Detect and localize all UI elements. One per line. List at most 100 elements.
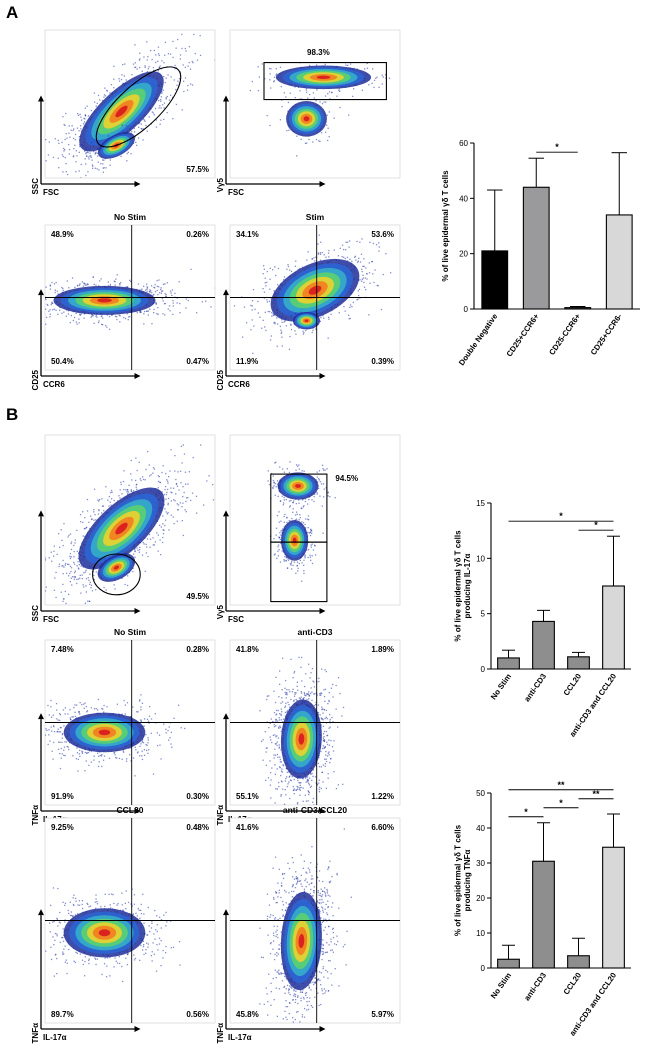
event-dot — [327, 127, 329, 129]
event-dot — [170, 76, 172, 78]
event-dot — [281, 319, 283, 321]
event-dot — [306, 549, 308, 551]
event-dot — [62, 171, 64, 173]
event-dot — [103, 167, 105, 169]
event-dot — [317, 481, 319, 483]
event-dot — [179, 54, 182, 56]
event-dot — [270, 718, 272, 720]
event-dot — [183, 491, 185, 494]
event-dot — [81, 574, 83, 576]
event-dot — [178, 704, 180, 706]
event-dot — [70, 556, 72, 558]
event-dot — [155, 54, 157, 56]
event-dot — [169, 310, 171, 312]
event-dot — [262, 273, 264, 275]
event-dot — [310, 546, 312, 548]
event-dot — [157, 313, 159, 315]
event-dot — [358, 294, 360, 297]
event-dot — [91, 314, 93, 316]
event-dot — [148, 749, 150, 751]
event-dot — [304, 498, 306, 500]
event-dot — [374, 269, 376, 271]
event-dot — [362, 274, 364, 276]
event-dot — [146, 749, 148, 752]
event-dot — [138, 551, 141, 553]
event-dot — [269, 311, 271, 313]
event-dot — [251, 305, 253, 307]
event-dot — [22, 299, 23, 300]
event-dot — [82, 123, 85, 125]
event-dot — [101, 512, 103, 514]
event-dot — [319, 693, 321, 695]
event-dot — [175, 89, 177, 91]
event-dot — [140, 743, 142, 745]
event-dot — [63, 123, 65, 126]
event-dot — [173, 79, 175, 81]
event-dot — [50, 726, 52, 728]
event-dot — [304, 523, 306, 526]
event-dot — [126, 313, 128, 315]
event-dot — [59, 713, 61, 715]
event-dot — [119, 497, 121, 499]
event-dot — [402, 273, 403, 274]
event-dot — [87, 577, 89, 579]
event-dot — [65, 602, 67, 605]
event-dot — [62, 287, 64, 290]
event-dot — [21, 295, 22, 296]
event-dot — [174, 292, 176, 295]
event-dot — [359, 279, 361, 281]
event-dot — [72, 129, 74, 132]
event-dot — [315, 64, 318, 66]
event-dot — [296, 513, 298, 515]
event-dot — [127, 575, 129, 577]
event-dot — [275, 743, 277, 745]
event-dot — [45, 298, 47, 301]
event-dot — [156, 744, 159, 747]
event-dot — [79, 314, 81, 316]
gate-rect — [263, 62, 387, 101]
event-dot — [56, 709, 58, 711]
event-dot — [43, 580, 44, 581]
event-dot — [80, 125, 82, 127]
event-dot — [283, 502, 285, 504]
event-dot — [84, 118, 86, 120]
event-dot — [44, 548, 45, 549]
event-dot — [101, 99, 104, 102]
plot-events — [233, 234, 403, 354]
event-dot — [138, 137, 140, 139]
event-dot — [328, 136, 330, 138]
event-dot — [86, 710, 89, 712]
event-dot — [348, 114, 350, 116]
event-dot — [186, 89, 189, 91]
event-dot — [364, 277, 366, 279]
event-dot — [80, 128, 82, 130]
event-dot — [283, 559, 285, 561]
event-dot — [139, 310, 141, 312]
y-axis-label: CD25 — [216, 369, 225, 390]
event-dot — [88, 579, 90, 581]
event-dot — [269, 784, 271, 786]
event-dot — [63, 754, 65, 756]
event-dot — [171, 289, 174, 291]
event-dot — [328, 249, 330, 252]
event-dot — [273, 554, 276, 556]
event-dot — [319, 252, 321, 254]
event-dot — [154, 541, 156, 543]
event-dot — [136, 483, 138, 485]
event-dot — [162, 283, 165, 285]
event-dot — [188, 61, 190, 64]
event-dot — [307, 556, 309, 559]
event-dot — [347, 64, 349, 66]
event-dot — [154, 287, 156, 289]
event-dot — [76, 284, 79, 287]
event-dot — [127, 151, 129, 153]
event-dot — [378, 242, 380, 244]
event-dot — [172, 56, 174, 59]
gate-ellipse — [95, 66, 182, 148]
event-dot — [121, 74, 123, 76]
event-dot — [129, 716, 132, 718]
event-dot — [191, 492, 194, 494]
event-dot — [57, 748, 60, 750]
event-dot — [94, 514, 96, 516]
event-dot — [108, 757, 111, 759]
